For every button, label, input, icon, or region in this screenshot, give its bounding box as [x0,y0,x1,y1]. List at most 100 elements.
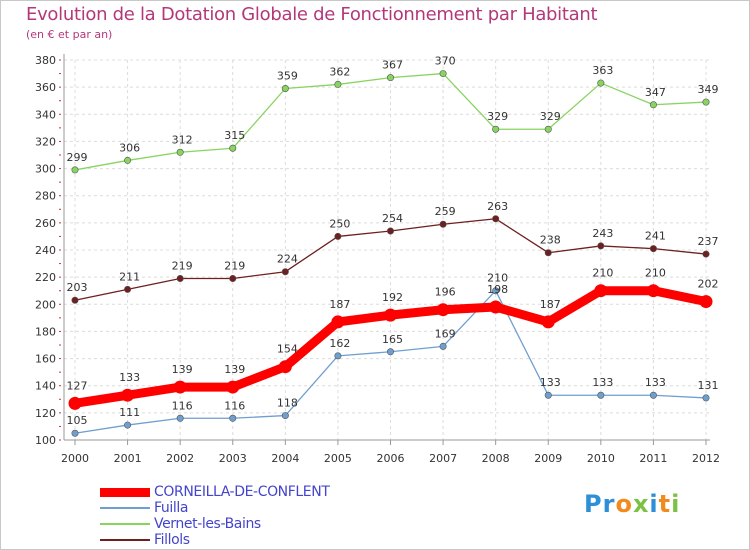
y-tick-label: 360 [35,81,56,94]
data-label: 118 [277,397,298,410]
y-tick-label: 160 [35,353,56,366]
data-point [124,156,132,164]
data-label: 315 [224,129,245,142]
data-point [176,148,184,156]
data-label: 299 [67,151,88,164]
x-tick-label: 2009 [534,452,562,465]
legend-label: Fuilla [154,500,189,516]
y-tick-label: 120 [35,407,56,420]
x-tick-label: 2006 [377,452,405,465]
data-label: 116 [224,399,245,412]
data-point [384,308,397,322]
data-point [71,296,79,304]
y-tick-label: 260 [35,217,56,230]
data-point [702,250,710,258]
legend-swatch [100,488,150,497]
data-label: 133 [645,376,666,389]
legend-swatch [100,539,150,541]
data-point [699,295,713,309]
data-label: 241 [645,230,666,243]
data-label: 192 [382,291,403,304]
data-label: 187 [540,298,561,311]
data-label: 263 [487,200,508,213]
x-tick-label: 2005 [324,452,352,465]
legend-swatch [100,523,150,525]
y-tick-label: 380 [35,54,56,67]
data-label: 133 [540,376,561,389]
x-tick-label: 2002 [166,452,194,465]
data-point [226,380,240,394]
data-point [278,360,292,374]
logo-letter: r [602,490,616,518]
data-label: 210 [645,267,666,280]
data-label: 202 [698,278,719,291]
data-label: 306 [119,141,140,154]
data-point [439,70,447,78]
data-point [594,284,608,298]
data-label: 187 [329,298,350,311]
data-point [492,287,500,295]
data-point [489,300,503,314]
data-label: 224 [277,253,298,266]
data-point [702,394,710,402]
data-point [281,268,289,276]
data-label: 198 [487,283,508,296]
logo-letter: P [584,490,603,518]
data-point [646,284,660,298]
legend-item: Vernet-les-Bains [100,516,400,532]
data-label: 367 [382,59,403,72]
legend-item: Fillols [100,532,400,548]
data-labels: 127 133 139 139 154 187 192 196 198 187 210 210 202 1… [67,55,719,428]
data-label: 139 [172,363,193,376]
data-point [334,80,342,88]
data-point [281,85,289,93]
data-label: 127 [67,379,88,392]
data-label: 238 [540,234,561,247]
series [68,70,713,437]
data-point [281,412,289,420]
y-tick-label: 320 [35,135,56,148]
data-label: 131 [698,379,719,392]
data-label: 219 [224,260,245,273]
data-point [334,232,342,240]
legend-swatch [100,507,150,509]
y-tick-label: 300 [35,163,56,176]
data-label: 329 [540,110,561,123]
y-tick-label: 180 [35,325,56,338]
data-point [68,396,82,410]
data-point [492,125,500,133]
data-label: 111 [119,406,140,419]
logo-letter: x [632,490,650,518]
data-point [439,220,447,228]
data-label: 133 [592,376,613,389]
data-label: 211 [119,270,140,283]
data-label: 349 [698,83,719,96]
y-tick-label: 100 [35,434,56,447]
data-label: 116 [172,399,193,412]
logo-letter: t [658,490,672,518]
data-label: 254 [382,212,403,225]
data-point [439,342,447,350]
data-label: 362 [329,65,350,78]
logo-letter: o [615,490,633,518]
x-tick-label: 2004 [271,452,299,465]
data-label: 347 [645,86,666,99]
data-point [492,215,500,223]
data-label: 105 [67,414,88,427]
data-point [386,348,394,356]
data-point [649,245,657,253]
data-label: 237 [698,235,719,248]
legend-label: CORNEILLA-DE-CONFLENT [154,484,330,500]
data-point [176,274,184,282]
data-point [71,429,79,437]
x-tick-label: 2012 [692,452,720,465]
logo-letter: i [671,490,681,518]
data-label: 363 [592,64,613,77]
y-tick-label: 200 [35,298,56,311]
data-point [541,315,555,329]
data-point [386,227,394,235]
data-point [544,249,552,257]
data-point [229,144,237,152]
data-point [229,414,237,422]
